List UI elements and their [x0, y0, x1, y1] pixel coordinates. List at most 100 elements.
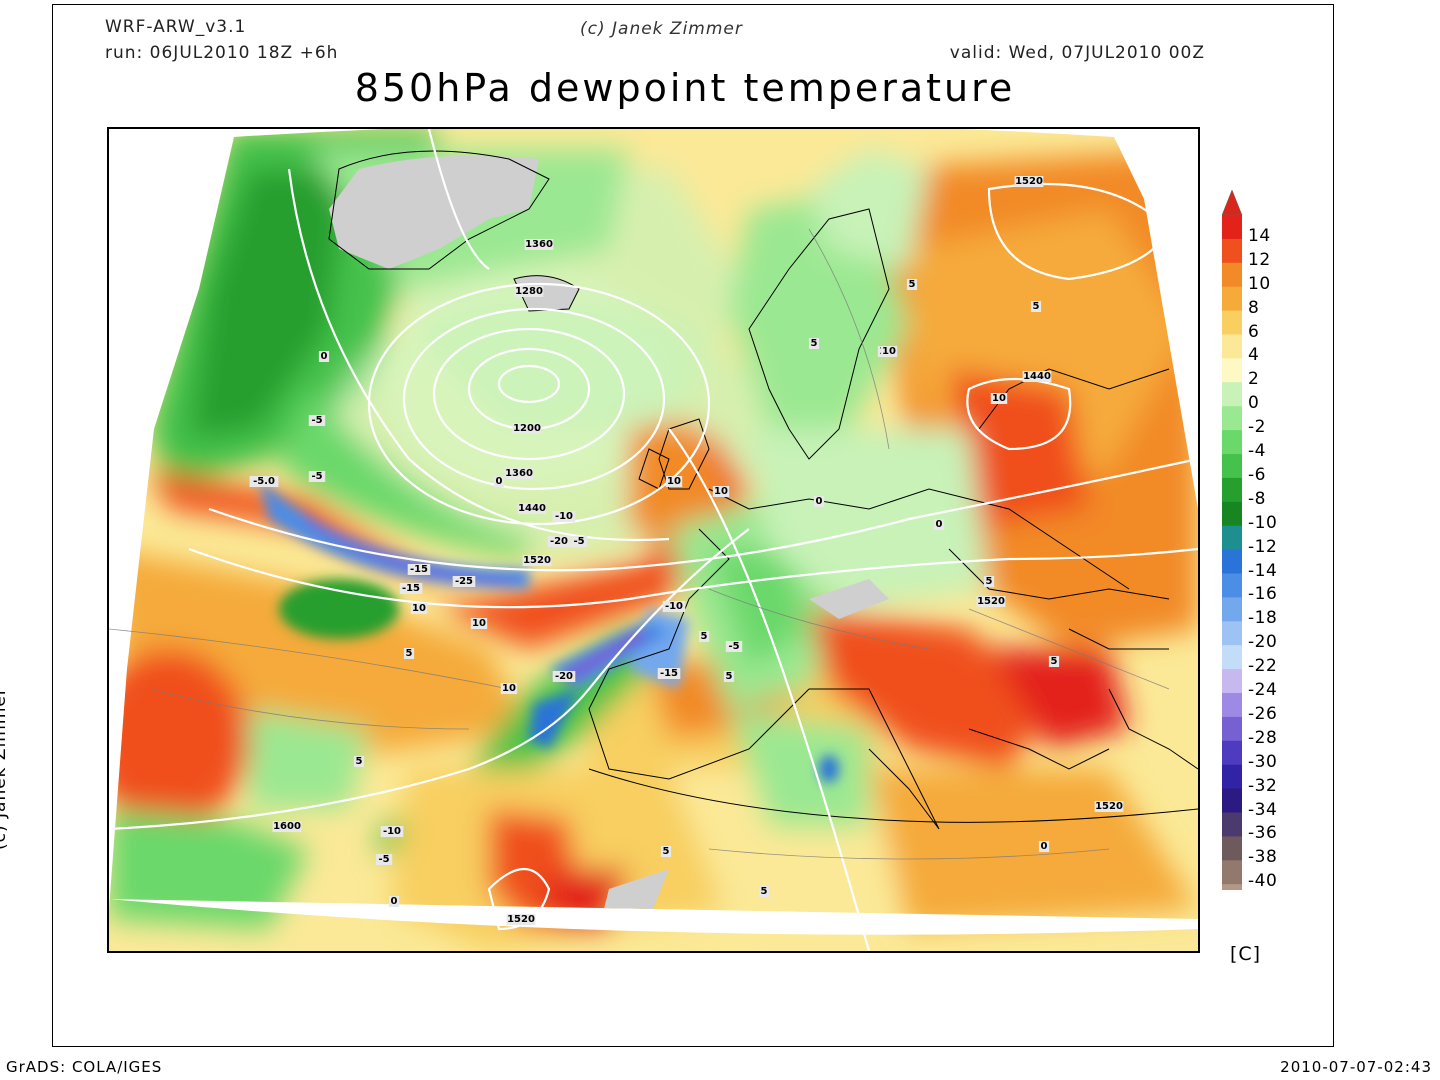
legend-label: -30: [1248, 751, 1278, 772]
contour-label: 10: [882, 346, 896, 357]
legend-swatch: [1222, 238, 1242, 264]
legend-swatch: [1222, 621, 1242, 646]
legend-label: 0: [1248, 393, 1260, 414]
legend-swatch: [1222, 669, 1242, 694]
page-title: 850hPa dewpoint temperature: [0, 66, 1440, 110]
plot-frame: [52, 4, 1334, 1047]
map-canvas: 1360 1280 1200 1360 1440 1520 1520 1440 1520 1600…: [109, 129, 1198, 951]
contour-label: 5: [1033, 301, 1040, 312]
legend-swatch: [1222, 477, 1242, 503]
contour-label: -10: [555, 511, 573, 522]
legend-label: -20: [1248, 632, 1278, 653]
contour-label: -5: [311, 471, 322, 482]
contour-label: 0: [816, 496, 823, 507]
contour-label: 5: [1051, 656, 1058, 667]
legend-label: -36: [1248, 823, 1278, 844]
legend-swatch: [1222, 597, 1242, 622]
legend-swatch: [1222, 262, 1242, 288]
legend-label: 2: [1248, 369, 1260, 390]
legend-label: 6: [1248, 321, 1260, 342]
run-info: run: 06JUL2010 18Z +6h: [105, 43, 339, 63]
legend-swatch: [1222, 430, 1242, 455]
contour-label: -10: [665, 601, 683, 612]
legend-label: -34: [1248, 799, 1278, 820]
contour-label: -15: [410, 564, 428, 575]
coastlines: [328, 150, 1198, 830]
contour-label: 1520: [977, 596, 1005, 607]
legend-swatch: [1222, 812, 1242, 837]
contour-label: 5: [663, 846, 670, 857]
contour-label: -10: [383, 826, 401, 837]
legend-swatch: [1222, 884, 1242, 890]
contour-label: 1200: [513, 423, 541, 434]
contour-label: 1600: [273, 821, 301, 832]
legend-label: 12: [1248, 249, 1271, 270]
legend-label: -16: [1248, 584, 1278, 605]
legend-label: 10: [1248, 273, 1271, 294]
legend-swatch: [1222, 740, 1242, 766]
legend-label: -28: [1248, 727, 1278, 748]
contour-label: -5: [311, 415, 322, 426]
legend-label: -4: [1248, 441, 1266, 461]
legend-label: -32: [1248, 775, 1278, 796]
contour-label: 1520: [523, 555, 551, 566]
legend-swatch: [1222, 454, 1242, 479]
contour-label: 1360: [525, 239, 553, 250]
legend-swatch: [1222, 525, 1242, 551]
legend-label: -40: [1248, 871, 1278, 892]
contour-label: 1520: [1015, 176, 1043, 187]
contour-label: -5.0: [253, 476, 275, 487]
contour-label: 5: [986, 576, 993, 587]
contour-label: 5: [726, 671, 733, 682]
contour-label: 1360: [505, 468, 533, 479]
contour-label: -5: [728, 641, 739, 652]
footer-timestamp: 2010-07-07-02:43: [1280, 1058, 1432, 1076]
contour-label: 5: [909, 279, 916, 290]
legend-label: -12: [1248, 536, 1278, 557]
legend-label: -26: [1248, 703, 1278, 724]
legend-swatch: [1222, 693, 1242, 718]
legend-label: -8: [1248, 488, 1266, 509]
legend-swatch: [1222, 358, 1242, 383]
contour-label: 0: [936, 519, 943, 530]
weather-map: 1360 1280 1200 1360 1440 1520 1520 1440 1520 1600…: [107, 127, 1200, 953]
contour-label: -5: [573, 536, 584, 547]
dewpoint-contours: [109, 228, 1170, 860]
legend-unit: [C]: [1230, 943, 1262, 965]
legend-swatch: [1222, 406, 1242, 431]
legend-label: -6: [1248, 464, 1266, 485]
vertical-credit: (c) Janek Zimmer: [0, 687, 10, 850]
legend-label: 14: [1248, 225, 1271, 246]
contour-label: 5: [761, 886, 768, 897]
legend-label: -38: [1248, 847, 1278, 868]
contour-label: 1440: [518, 503, 546, 514]
contour-label: -20: [550, 536, 568, 547]
legend-swatch: [1222, 860, 1242, 885]
copyright-header: (c) Janek Zimmer: [580, 19, 743, 39]
contour-label: 1440: [1023, 371, 1051, 382]
model-name: WRF-ARW_v3.1: [105, 17, 247, 37]
contour-label: 10: [714, 486, 728, 497]
contour-label: 0: [496, 476, 503, 487]
contour-label: 5: [356, 756, 363, 767]
contour-label: 10: [502, 683, 516, 694]
legend-swatch: [1222, 764, 1242, 790]
contour-label: -5: [378, 854, 389, 865]
legend-label: 8: [1248, 297, 1260, 318]
contour-label: -15: [660, 668, 678, 679]
color-legend: [1222, 190, 1243, 890]
title-text: 850hPa dewpoint temperature: [354, 66, 1016, 110]
legend-swatch: [1222, 836, 1242, 861]
legend-swatch: [1222, 286, 1242, 312]
contour-labels: 1360 1280 1200 1360 1440 1520 1520 1440 1520 1600…: [249, 176, 1124, 925]
legend-label: -22: [1248, 656, 1278, 677]
contour-label: -25: [455, 576, 473, 587]
legend-label: -2: [1248, 417, 1266, 438]
contour-label: 5: [701, 631, 708, 642]
contour-label: 5: [811, 338, 818, 349]
legend-swatch: [1222, 549, 1242, 574]
contour-label: 1520: [507, 914, 535, 925]
legend-swatch: [1222, 382, 1242, 407]
legend-label: -24: [1248, 680, 1278, 700]
legend-swatch: [1222, 573, 1242, 598]
